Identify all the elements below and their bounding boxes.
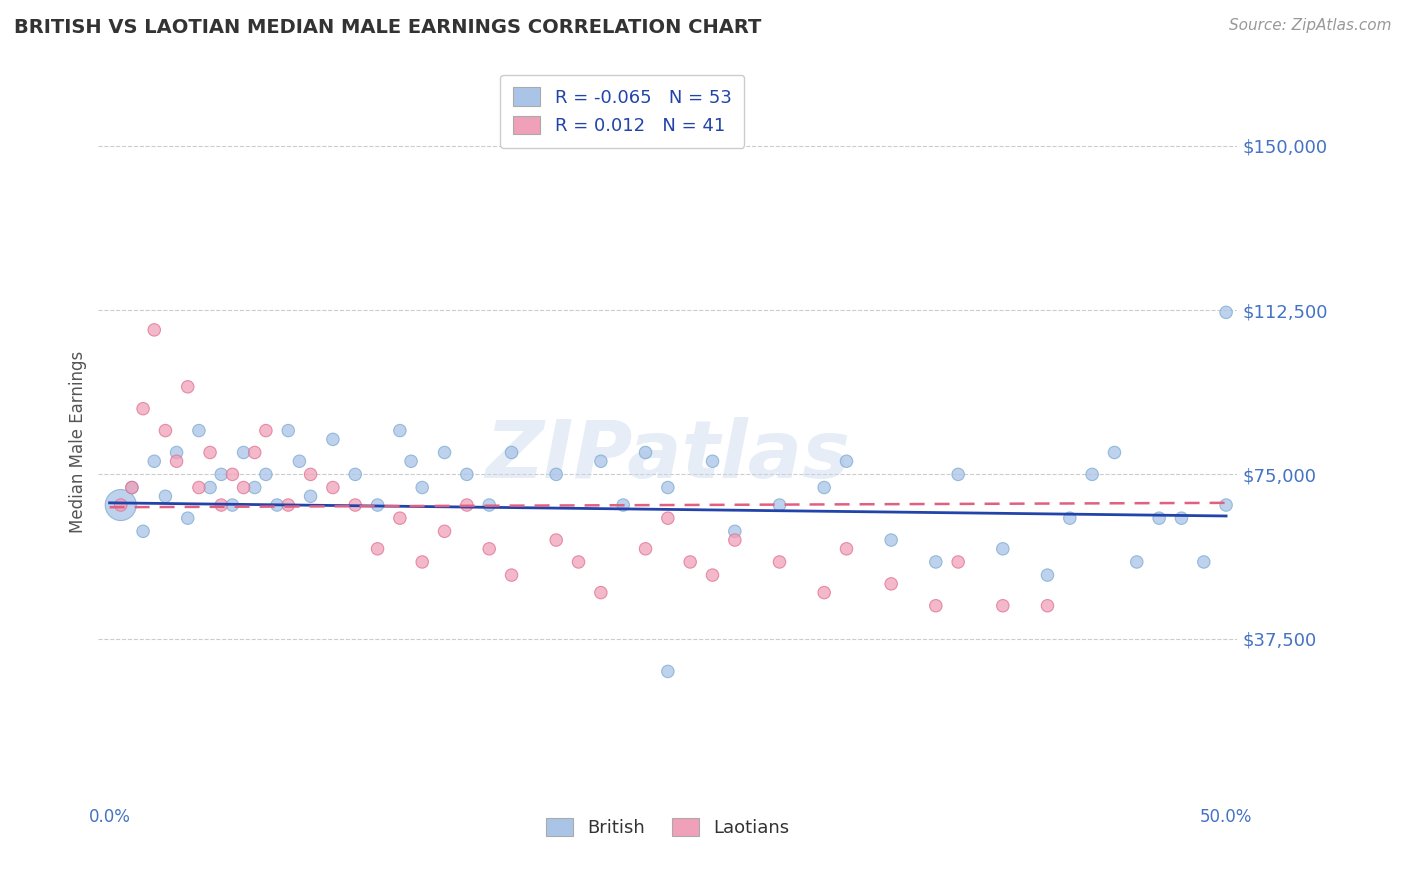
Point <box>478 498 501 512</box>
Point <box>702 454 724 468</box>
Point <box>254 467 277 482</box>
Point <box>501 445 523 459</box>
Point <box>121 481 143 495</box>
Point <box>657 665 679 679</box>
Point <box>344 498 367 512</box>
Point <box>155 489 177 503</box>
Point <box>546 467 568 482</box>
Point <box>209 467 232 482</box>
Point <box>198 481 221 495</box>
Point <box>768 555 790 569</box>
Point <box>1170 511 1192 525</box>
Point <box>367 498 389 512</box>
Point <box>177 511 200 525</box>
Point <box>880 577 903 591</box>
Point <box>277 424 299 438</box>
Point <box>110 498 132 512</box>
Point <box>143 454 166 468</box>
Point <box>143 323 166 337</box>
Point <box>1215 305 1237 319</box>
Point <box>589 585 612 599</box>
Point <box>925 599 948 613</box>
Point <box>679 555 702 569</box>
Point <box>187 424 209 438</box>
Point <box>589 454 612 468</box>
Point <box>1215 498 1237 512</box>
Point <box>1126 555 1149 569</box>
Point <box>299 489 322 503</box>
Point <box>277 498 299 512</box>
Point <box>166 445 188 459</box>
Point <box>132 524 155 539</box>
Point <box>367 541 389 556</box>
Point <box>388 424 411 438</box>
Text: ZIPatlas: ZIPatlas <box>485 417 851 495</box>
Point <box>835 541 858 556</box>
Point <box>399 454 422 468</box>
Point <box>232 481 254 495</box>
Point <box>433 445 456 459</box>
Point <box>221 467 243 482</box>
Point <box>813 585 835 599</box>
Point <box>724 524 747 539</box>
Point <box>657 481 679 495</box>
Point <box>991 541 1014 556</box>
Point <box>243 481 266 495</box>
Point <box>835 454 858 468</box>
Point <box>1147 511 1170 525</box>
Point <box>198 445 221 459</box>
Point <box>266 498 288 512</box>
Point <box>155 424 177 438</box>
Point <box>724 533 747 547</box>
Legend: British, Laotians: British, Laotians <box>538 811 797 845</box>
Point <box>411 555 433 569</box>
Point <box>411 481 433 495</box>
Point <box>612 498 634 512</box>
Point <box>299 467 322 482</box>
Point <box>1059 511 1081 525</box>
Point <box>546 533 568 547</box>
Text: Source: ZipAtlas.com: Source: ZipAtlas.com <box>1229 18 1392 33</box>
Point <box>880 533 903 547</box>
Point <box>456 467 478 482</box>
Point <box>567 555 589 569</box>
Point <box>243 445 266 459</box>
Point <box>232 445 254 459</box>
Point <box>768 498 790 512</box>
Point <box>634 541 657 556</box>
Point <box>187 481 209 495</box>
Point <box>991 599 1014 613</box>
Point <box>288 454 311 468</box>
Point <box>456 498 478 512</box>
Point <box>657 511 679 525</box>
Point <box>121 481 143 495</box>
Point <box>1104 445 1126 459</box>
Point <box>1192 555 1215 569</box>
Point <box>501 568 523 582</box>
Point <box>322 433 344 447</box>
Point <box>322 481 344 495</box>
Y-axis label: Median Male Earnings: Median Male Earnings <box>69 351 87 533</box>
Text: BRITISH VS LAOTIAN MEDIAN MALE EARNINGS CORRELATION CHART: BRITISH VS LAOTIAN MEDIAN MALE EARNINGS … <box>14 18 762 37</box>
Point <box>702 568 724 582</box>
Point <box>1081 467 1104 482</box>
Point <box>209 498 232 512</box>
Point <box>1036 568 1059 582</box>
Point <box>344 467 367 482</box>
Point <box>1036 599 1059 613</box>
Point <box>946 555 969 569</box>
Point <box>177 380 200 394</box>
Point <box>433 524 456 539</box>
Point <box>634 445 657 459</box>
Point <box>925 555 948 569</box>
Point <box>478 541 501 556</box>
Point <box>254 424 277 438</box>
Point <box>221 498 243 512</box>
Point <box>388 511 411 525</box>
Point <box>166 454 188 468</box>
Point <box>813 481 835 495</box>
Point <box>946 467 969 482</box>
Point <box>132 401 155 416</box>
Point <box>110 498 132 512</box>
